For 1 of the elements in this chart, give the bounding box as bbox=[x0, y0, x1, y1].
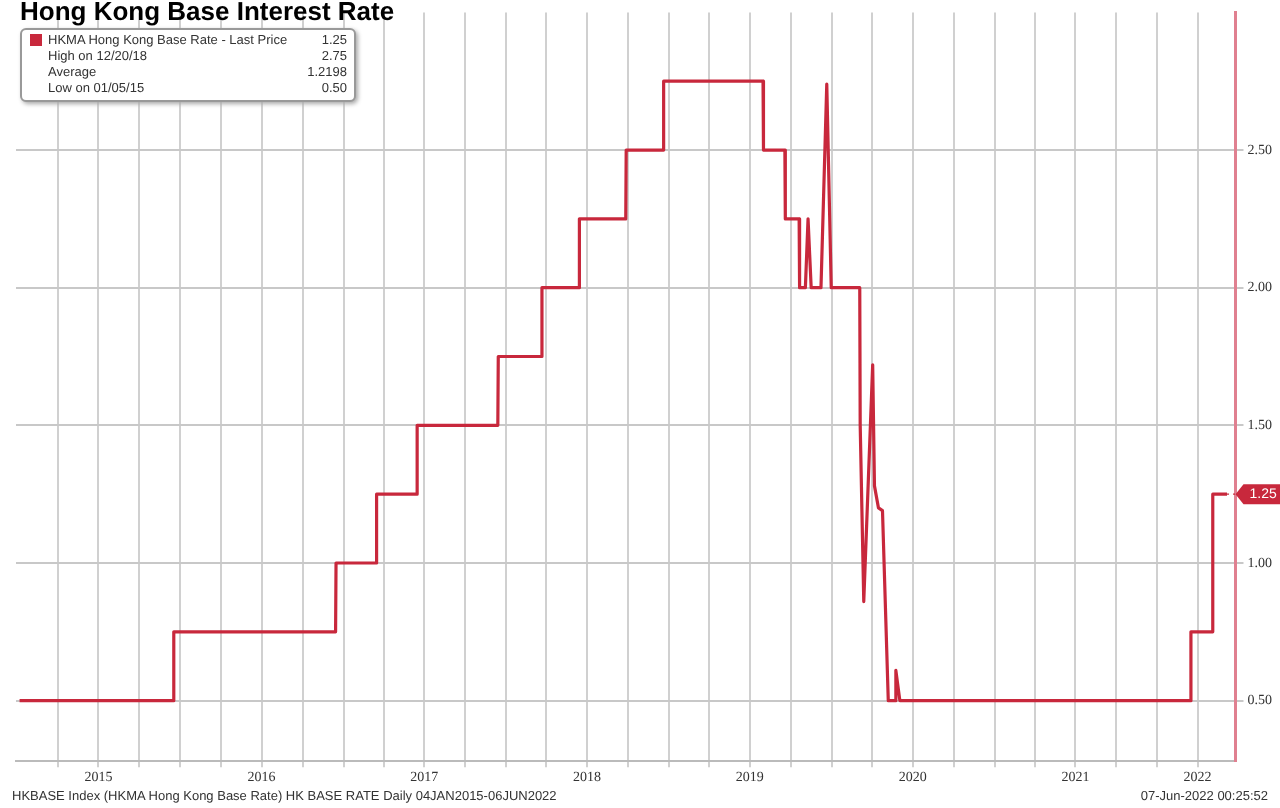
chart-title: Hong Kong Base Interest Rate bbox=[20, 0, 395, 26]
